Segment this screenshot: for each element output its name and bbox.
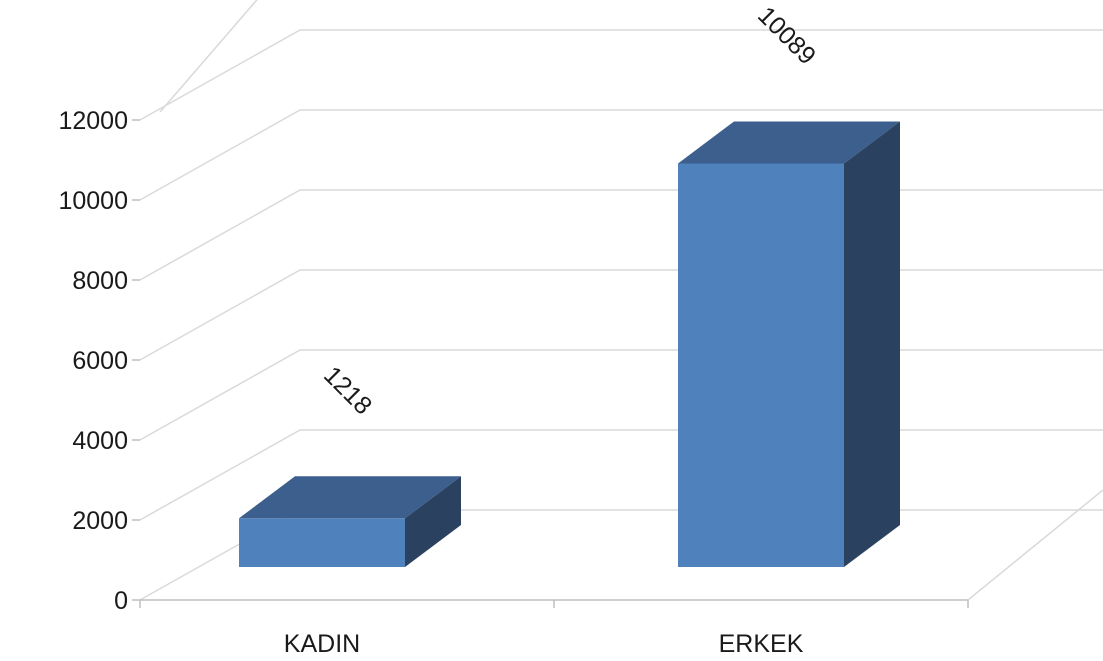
bar-kadin [239,476,461,567]
data-label: 1218 [318,361,377,420]
bar-front [678,163,844,567]
gridlines [139,0,1103,601]
bars [239,121,900,567]
x-axis-categories: KADIN ERKEK [284,630,804,658]
x-category-label: KADIN [284,630,360,658]
gridline-12000 [139,29,1103,121]
y-tick-label: 0 [114,587,128,615]
y-axis-ticks: 0 2000 4000 6000 8000 10000 12000 [58,107,128,615]
y-tick-label: 4000 [72,427,128,455]
bar-top [678,121,900,164]
axes [132,119,969,608]
gridline-top [159,0,258,113]
y-tick-label: 12000 [58,107,128,135]
y-tick-label: 8000 [72,267,128,295]
bar-side [844,121,900,567]
gridline-10000 [139,109,1103,201]
gridline-4000 [139,349,1103,441]
floor-edge [967,489,1103,601]
y-tick-label: 10000 [58,187,128,215]
x-category-label: ERKEK [719,630,804,658]
gridline-6000 [139,269,1103,361]
data-label: 10089 [752,1,821,70]
bar-side [405,476,461,567]
gridline-8000 [139,189,1103,281]
bar-erkek [678,121,900,567]
y-tick-label: 6000 [72,347,128,375]
y-tick-label: 2000 [72,507,128,535]
bar-top [239,476,461,519]
bar-front [239,518,405,567]
